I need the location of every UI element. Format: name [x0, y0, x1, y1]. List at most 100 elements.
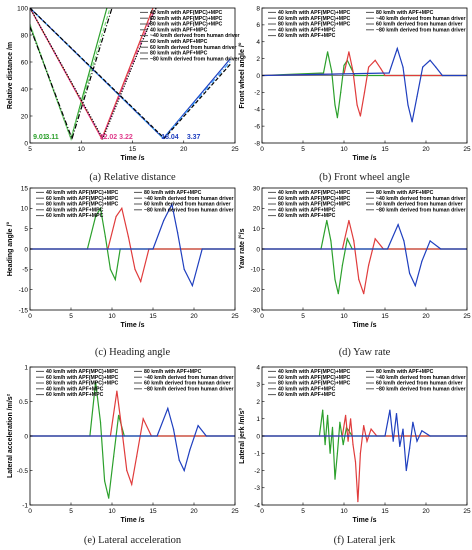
- x-tick-label: 20: [422, 313, 430, 320]
- x-tick-label: 15: [381, 313, 389, 320]
- data-point: [405, 469, 407, 472]
- x-tick-label: 10: [78, 146, 86, 153]
- legend-entry: ~40 km/h derived from human driver: [144, 196, 234, 202]
- x-tick-label: 10: [340, 146, 348, 153]
- legend-entry: 80 km/h with APF+MPC: [376, 190, 434, 196]
- data-point: [440, 248, 442, 250]
- x-tick-label: 5: [69, 508, 73, 515]
- data-point: [339, 421, 341, 423]
- data-point: [70, 138, 72, 140]
- data-point: [350, 418, 352, 420]
- data-point: [403, 240, 405, 242]
- data-point: [334, 278, 336, 281]
- legend-entry: 60 km/h with APF+MPC: [278, 213, 336, 219]
- x-tick-label: 15: [129, 146, 137, 153]
- data-point: [340, 91, 342, 93]
- data-point: [336, 117, 338, 119]
- legend-entry: 60 km/h derived from human driver: [144, 381, 231, 387]
- y-tick-label: 4: [256, 364, 260, 371]
- x-axis-label: Time /s: [121, 155, 145, 162]
- series-group: [30, 381, 235, 499]
- data-annotation: 9.01: [33, 134, 47, 141]
- series-line: [262, 220, 467, 294]
- y-axis-label: Heading angle /°: [6, 222, 14, 277]
- legend-entry: 80 km/h with APF+MPC: [376, 10, 434, 16]
- series-line: [30, 406, 235, 473]
- y-tick-label: -2: [254, 468, 260, 475]
- legend-entry: ~40 km/h derived from human driver: [144, 375, 234, 381]
- legend-entry: 80 km/h with APF(MPC)+MPC: [46, 202, 119, 208]
- chart-panel-d: 0 5 10 15 20 25 -30 -20 -10 0 10 20 30 Time /s Yaw rat…: [238, 185, 471, 358]
- data-point: [409, 447, 411, 449]
- y-axis-label: Lateral acceleration /m/s²: [7, 393, 14, 478]
- y-tick-label: -0.5: [17, 468, 29, 475]
- data-point: [374, 59, 376, 61]
- chart-panel-f: 0 5 10 15 20 25 -4 -3 -2 -1 0 1 2 3 4 Time /s Lateral je…: [239, 364, 471, 546]
- series-line: [262, 51, 467, 117]
- data-point: [183, 469, 185, 472]
- data-point: [229, 61, 231, 63]
- x-tick-label: 10: [340, 508, 348, 515]
- data-point: [343, 64, 345, 66]
- y-tick-label: 0: [256, 246, 260, 253]
- series-line: [30, 391, 235, 487]
- data-point: [121, 428, 123, 430]
- data-annotation: 3.11: [45, 134, 58, 141]
- legend-entry: 80 km/h with APF(MPC)+MPC: [278, 22, 351, 28]
- x-axis-label: Time /s: [353, 517, 377, 524]
- y-tick-label: 40: [21, 86, 29, 93]
- x-tick-label: 5: [28, 146, 32, 153]
- data-point: [386, 248, 389, 250]
- data-point: [374, 238, 376, 240]
- y-tick-label: 30: [253, 185, 261, 192]
- y-axis-label: Front wheel angle /°: [238, 42, 246, 108]
- legend-entry: 40 km/h with APF+MPC: [278, 207, 336, 213]
- data-point: [395, 413, 398, 415]
- data-point: [331, 70, 333, 72]
- y-tick-label: 8: [256, 5, 260, 12]
- data-point: [421, 430, 423, 432]
- data-point: [229, 64, 231, 66]
- series-line: [262, 51, 467, 118]
- legend-entry: 60 km/h with APF+MPC: [150, 39, 208, 45]
- legend-entry: 40 km/h with APF+MPC: [46, 207, 104, 213]
- legend-entry: 40 km/h with APF(MPC)+MPC: [46, 190, 119, 196]
- legend-entry: ~80 km/h derived from human driver: [144, 207, 234, 213]
- data-point: [330, 240, 332, 242]
- data-point: [99, 421, 102, 423]
- data-point: [102, 137, 104, 140]
- data-point: [104, 236, 106, 238]
- data-point: [350, 66, 352, 68]
- legend-entry: 40 km/h with APF+MPC: [278, 27, 336, 33]
- data-point: [327, 414, 329, 416]
- legend-entry: 80 km/h with APF+MPC: [150, 51, 208, 57]
- data-point: [114, 278, 116, 281]
- x-tick-label: 25: [231, 508, 239, 515]
- legend-entry: 80 km/h with APF(MPC)+MPC: [278, 381, 351, 387]
- legend-entry: 80 km/h with APF+MPC: [376, 369, 434, 375]
- y-tick-label: -1: [22, 502, 28, 509]
- data-annotation: 12.02: [100, 134, 118, 141]
- data-point: [134, 268, 136, 270]
- y-tick-label: 80: [21, 32, 29, 39]
- data-point: [126, 469, 128, 472]
- y-tick-label: -10: [251, 267, 261, 274]
- y-tick-label: 0: [256, 73, 260, 80]
- y-tick-label: 5: [24, 226, 28, 233]
- y-tick-label: -15: [19, 307, 29, 314]
- data-point: [336, 452, 338, 454]
- data-point: [118, 414, 120, 416]
- data-point: [346, 238, 348, 240]
- y-tick-label: 20: [21, 113, 29, 120]
- x-tick-label: 10: [108, 313, 116, 320]
- legend-entry: 80 km/h with APF+MPC: [144, 369, 202, 375]
- legend-entry: 80 km/h with APF(MPC)+MPC: [278, 202, 351, 208]
- legend-entry: 40 km/h with APF(MPC)+MPC: [278, 369, 351, 375]
- series-line: [30, 206, 235, 284]
- x-tick-label: 20: [422, 508, 430, 515]
- panel-caption: (d) Yaw rate: [339, 347, 391, 358]
- x-tick-label: 0: [260, 146, 264, 153]
- data-point: [359, 452, 361, 454]
- x-tick-label: 10: [340, 313, 348, 320]
